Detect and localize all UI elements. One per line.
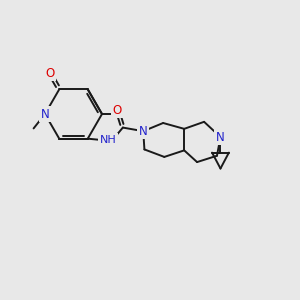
- Text: O: O: [113, 104, 122, 117]
- Text: NH: NH: [100, 135, 116, 145]
- Text: N: N: [139, 125, 148, 138]
- Text: N: N: [139, 125, 148, 138]
- Text: N: N: [216, 130, 225, 143]
- Text: N: N: [216, 130, 225, 143]
- Text: N: N: [40, 107, 50, 121]
- Text: NH: NH: [100, 135, 116, 145]
- Text: O: O: [45, 67, 55, 80]
- Text: N: N: [40, 107, 50, 121]
- Text: O: O: [113, 104, 122, 117]
- Text: N: N: [139, 125, 148, 138]
- Text: O: O: [45, 67, 55, 80]
